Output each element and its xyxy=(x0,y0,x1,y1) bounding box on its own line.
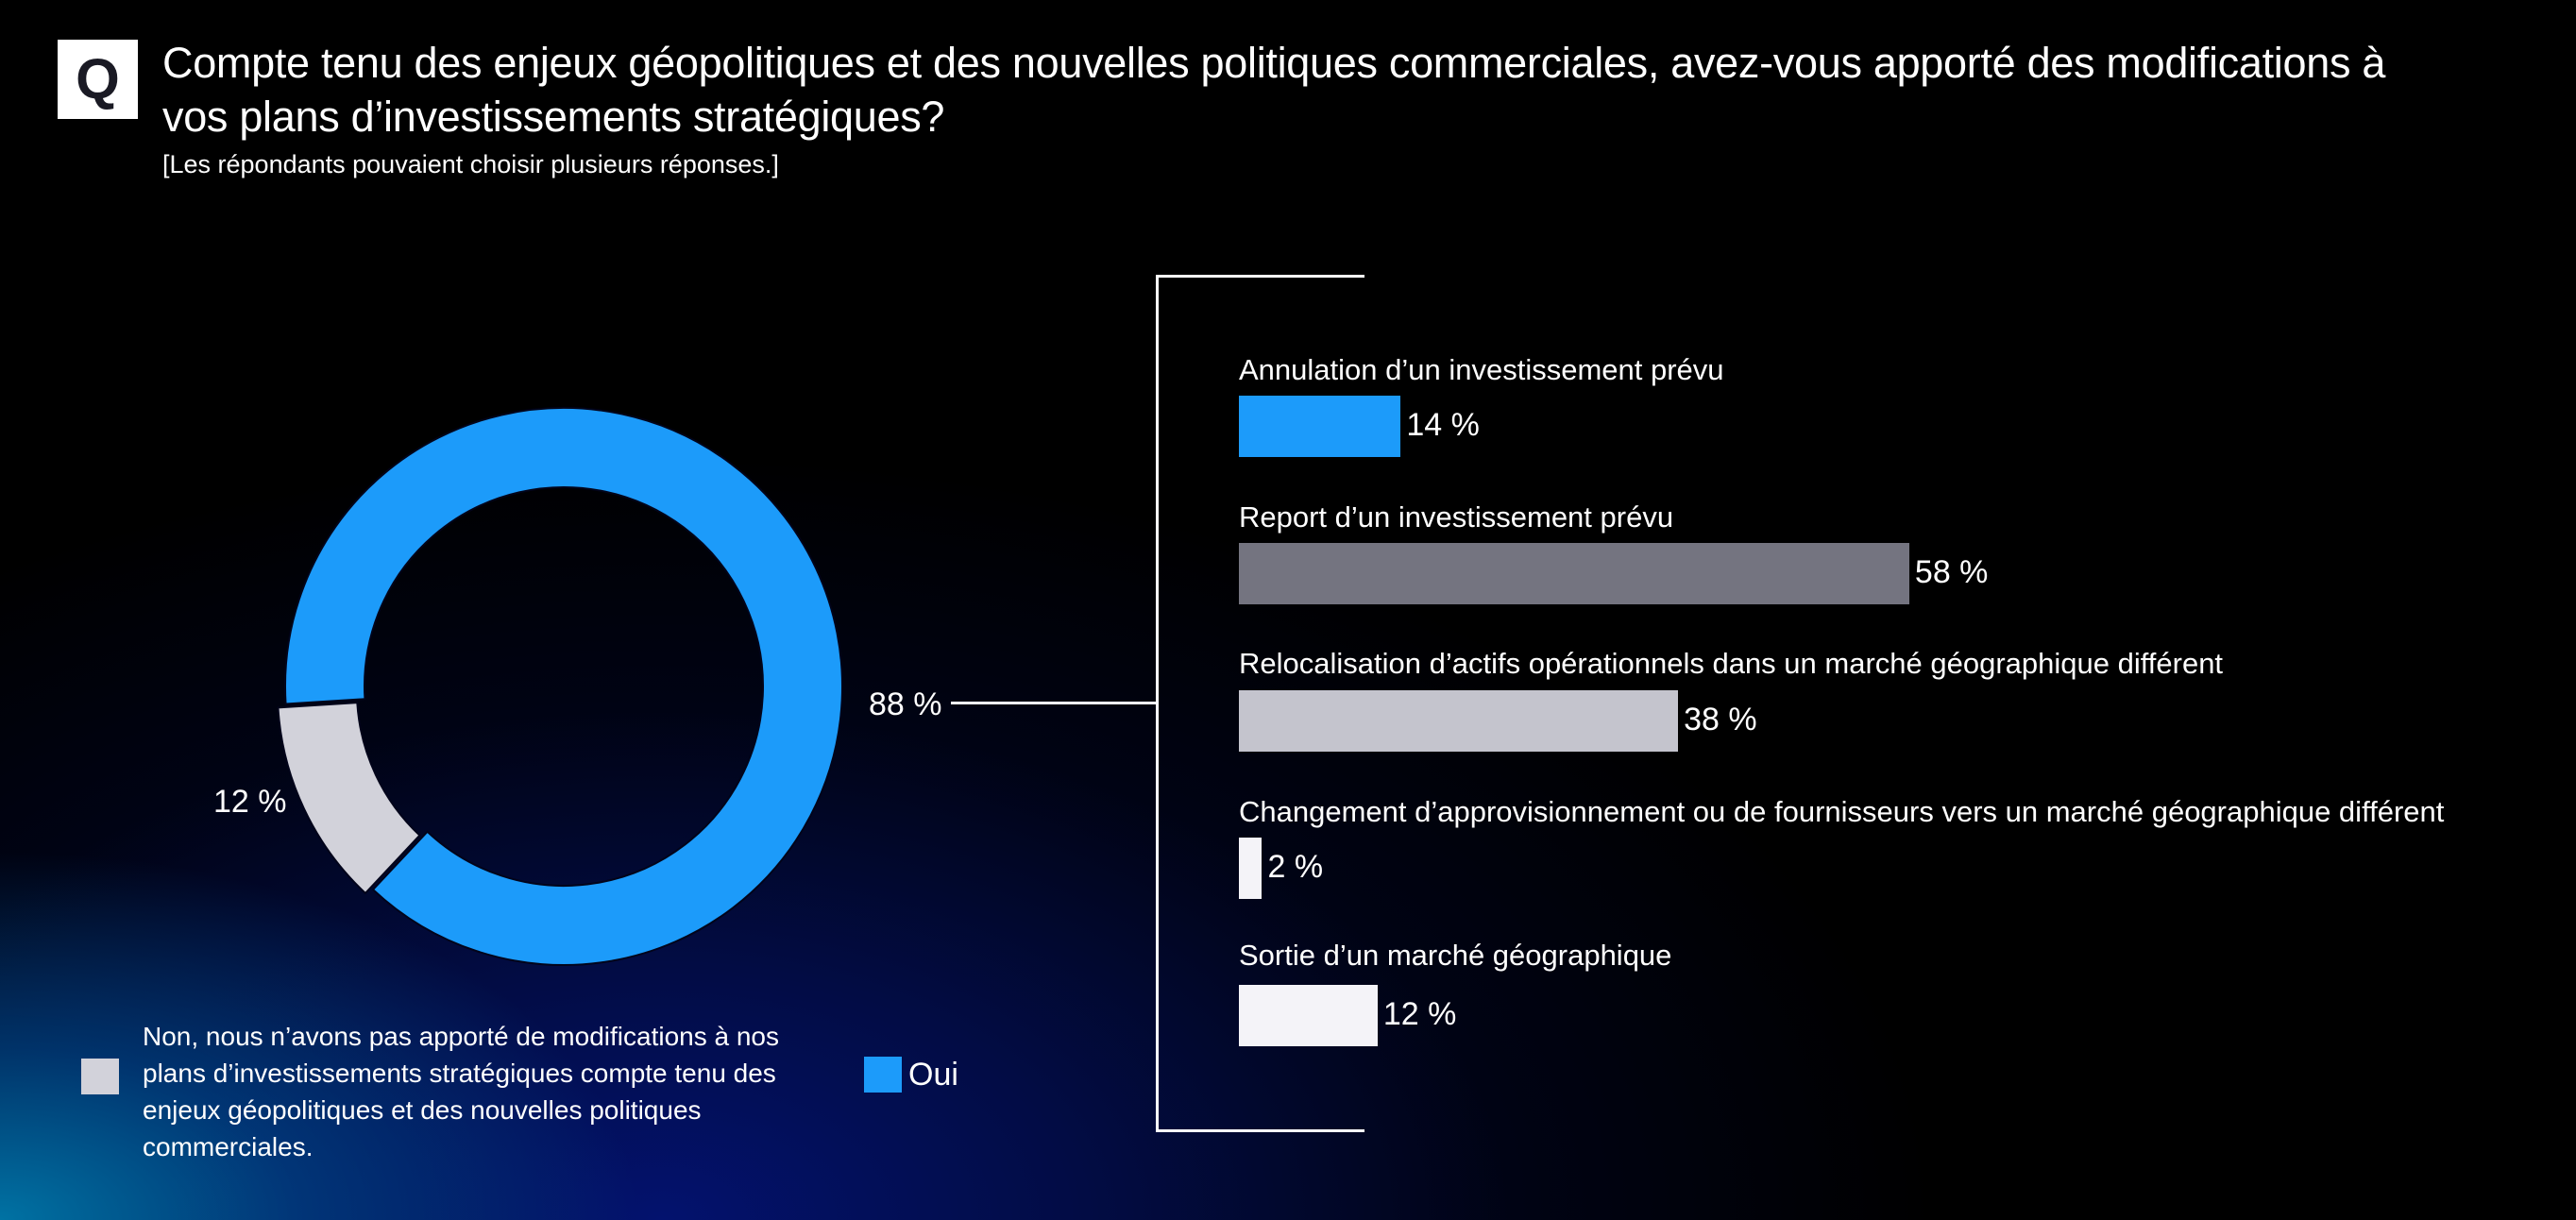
donut-label-oui: 88 % xyxy=(869,686,942,722)
legend-label-non: Non, nous n’avons pas apporté de modific… xyxy=(143,1022,779,1161)
bar xyxy=(1239,543,1909,604)
bracket-top-line xyxy=(1156,275,1364,278)
bar-value-label: 58 % xyxy=(1914,554,1989,590)
bar-value-label: 12 % xyxy=(1382,996,1457,1032)
legend-swatch-oui xyxy=(864,1057,902,1093)
donut-label-non: 12 % xyxy=(213,784,287,820)
bar-value-label: 14 % xyxy=(1406,407,1480,443)
bar-label: Relocalisation d’actifs opérationnels da… xyxy=(1239,647,2224,680)
question-title: Compte tenu des enjeux géopolitiques et … xyxy=(162,39,2386,141)
question-badge-letter: Q xyxy=(76,47,120,110)
bar xyxy=(1239,985,1378,1046)
bar-value-label: 38 % xyxy=(1684,702,1757,737)
donut-slice-oui xyxy=(284,407,843,966)
bar xyxy=(1239,690,1679,752)
question-subtitle: [Les répondants pouvaient choisir plusie… xyxy=(162,150,779,178)
bar-label: Report d’un investissement prévu xyxy=(1239,500,1674,534)
bar-label: Sortie d’un marché géographique xyxy=(1239,939,1672,972)
connector-line xyxy=(951,702,1157,704)
bar-value-label: 2 % xyxy=(1267,849,1324,885)
legend-swatch-non xyxy=(81,1059,119,1094)
bar-label: Annulation d’un investissement prévu xyxy=(1239,353,1724,386)
question-badge: Q xyxy=(58,40,138,119)
legend-label-oui: Oui xyxy=(908,1057,958,1093)
bracket-vertical-line xyxy=(1156,275,1159,1132)
donut-slice-non xyxy=(277,702,421,895)
bar xyxy=(1239,396,1401,457)
bracket-bottom-line xyxy=(1156,1129,1364,1132)
bar xyxy=(1239,838,1263,899)
bar-label: Changement d’approvisionnement ou de fou… xyxy=(1239,795,2445,828)
